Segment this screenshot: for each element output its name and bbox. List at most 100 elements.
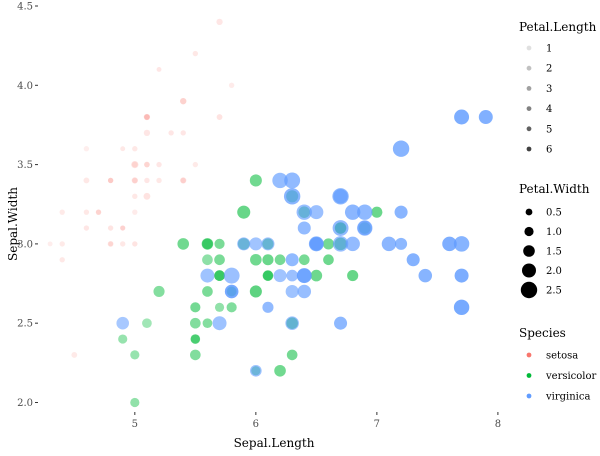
point-virginica-20: [357, 204, 373, 220]
point-virginica-44: [332, 188, 349, 205]
point-virginica-34: [262, 301, 274, 313]
point-setosa-0: [144, 161, 150, 168]
legend-petal-width-label-2.5: 2.5: [546, 286, 562, 297]
point-virginica-45: [332, 236, 349, 252]
point-virginica-9: [392, 140, 410, 157]
point-setosa-35: [132, 209, 138, 215]
point-versicolor-13: [262, 254, 274, 266]
point-versicolor-35: [249, 174, 262, 187]
point-setosa-2: [95, 209, 102, 215]
point-virginica-7: [406, 253, 420, 267]
point-virginica-12: [345, 236, 360, 252]
point-versicolor-49: [214, 270, 225, 281]
point-virginica-49: [237, 237, 251, 251]
point-setosa-19: [144, 114, 150, 120]
legend-petal-width-key-1.5: [523, 245, 535, 257]
legend-petal-width-key-2.0: [522, 263, 536, 278]
y-tick-label-3.5: 3.5: [17, 160, 33, 171]
y-tick-label-2.0: 2.0: [17, 398, 33, 409]
point-versicolor-24: [298, 254, 310, 266]
legend-species: Species setosa versicolor virginica: [519, 326, 597, 403]
point-virginica-38: [249, 237, 263, 251]
y-tick-label-4.5: 4.5: [17, 2, 33, 13]
x-tick-label-6: 6: [253, 419, 259, 430]
point-virginica-26: [273, 269, 287, 283]
legend-petal-length-label-5: 5: [546, 124, 552, 135]
point-virginica-41: [357, 220, 373, 236]
point-virginica-47: [309, 236, 324, 251]
point-virginica-40: [332, 220, 349, 236]
legend-petal-width-label-0.5: 0.5: [546, 208, 562, 219]
point-versicolor-25: [322, 238, 335, 250]
point-setosa-10: [180, 130, 186, 136]
legend-petal-width-label-2.0: 2.0: [546, 266, 562, 277]
point-virginica-19: [250, 364, 262, 377]
point-virginica-15: [296, 204, 312, 220]
point-versicolor-34: [177, 238, 190, 250]
point-versicolor-10: [130, 397, 140, 408]
point-versicolor-44: [202, 286, 213, 297]
legend-petal-length-key-6: [526, 146, 532, 152]
legend-petal-length-label-4: 4: [546, 104, 552, 115]
point-versicolor-46: [214, 254, 225, 266]
point-versicolor-48: [142, 318, 152, 329]
point-versicolor-23: [262, 270, 274, 281]
legend-petal-length-key-5: [526, 126, 532, 132]
point-setosa-13: [47, 241, 53, 247]
legend-petal-length: Petal.Length 1 2 3 4 5 6: [519, 20, 597, 156]
point-setosa-31: [180, 177, 187, 184]
point-setosa-30: [107, 225, 114, 231]
y-axis-title: Sepal.Width: [6, 187, 20, 261]
point-setosa-27: [156, 161, 162, 168]
point-versicolor-42: [226, 302, 237, 313]
point-virginica-10: [309, 205, 324, 220]
point-setosa-38: [59, 241, 65, 247]
point-setosa-14: [228, 82, 235, 88]
legend-species-label-virginica: virginica: [545, 392, 590, 403]
point-setosa-47: [83, 209, 90, 215]
point-virginica-8: [334, 316, 348, 330]
point-setosa-18: [216, 114, 223, 120]
point-setosa-11: [107, 177, 114, 184]
point-virginica-13: [212, 316, 227, 331]
point-versicolor-9: [153, 285, 165, 298]
point-versicolor-31: [190, 334, 200, 344]
point-virginica-27: [261, 237, 275, 251]
point-setosa-26: [131, 177, 138, 184]
point-versicolor-3: [190, 349, 201, 361]
point-versicolor-8: [323, 254, 334, 266]
point-setosa-1: [120, 241, 126, 247]
point-virginica-31: [478, 110, 493, 125]
point-setosa-43: [131, 160, 139, 169]
point-setosa-24: [107, 177, 114, 184]
point-virginica-18: [453, 299, 470, 316]
point-setosa-3: [83, 225, 90, 231]
point-setosa-21: [143, 129, 151, 137]
legend-petal-width-key-0.5: [525, 208, 533, 216]
point-virginica-11: [297, 284, 312, 299]
legend-species-key-virginica: [526, 393, 532, 399]
point-versicolor-37: [286, 349, 298, 361]
point-virginica-14: [223, 267, 240, 284]
point-versicolor-39: [190, 317, 201, 329]
point-virginica-17: [454, 109, 470, 125]
point-setosa-4: [132, 146, 138, 152]
point-setosa-36: [192, 161, 199, 168]
point-versicolor-26: [347, 270, 359, 282]
point-virginica-21: [200, 268, 215, 283]
point-setosa-22: [83, 146, 90, 152]
point-setosa-44: [143, 113, 151, 121]
point-setosa-17: [144, 161, 150, 168]
legend-petal-width-label-1.5: 1.5: [546, 247, 562, 258]
point-versicolor-33: [249, 285, 262, 298]
point-setosa-20: [180, 177, 186, 184]
point-setosa-34: [120, 225, 126, 231]
point-versicolor-19: [202, 318, 213, 329]
point-setosa-29: [95, 209, 102, 215]
x-tick-label-8: 8: [495, 419, 501, 430]
point-virginica-33: [286, 269, 298, 282]
point-virginica-6: [116, 316, 129, 330]
point-setosa-23: [143, 192, 151, 200]
point-virginica-0: [283, 188, 301, 205]
